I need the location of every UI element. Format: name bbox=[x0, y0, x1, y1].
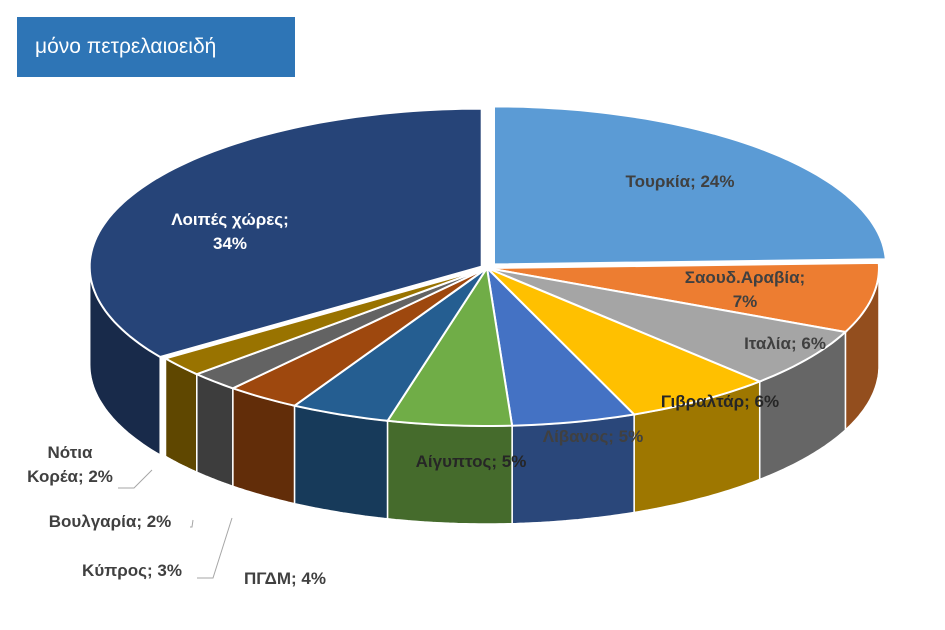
data-label-Σαουδ.Αραβία: Σαουδ.Αραβία; 7% bbox=[685, 268, 805, 311]
pie-slice-Τουρκία bbox=[493, 105, 887, 266]
data-label-Λοιπές χώρες: Λοιπές χώρες; 34% bbox=[171, 210, 289, 253]
pie-slice-Αίγυπτος bbox=[385, 265, 514, 427]
data-label-Ιταλία: Ιταλία; 6% bbox=[744, 334, 826, 353]
pie-slice-Γιβραλτάρ bbox=[486, 267, 763, 416]
data-label-Γιβραλτάρ: Γιβραλτάρ; 6% bbox=[661, 392, 779, 411]
pie-side-Αίγυπτος bbox=[386, 419, 513, 525]
pie-side-Νότια Κορέα bbox=[164, 357, 198, 474]
chart-title: μόνο πετρελαιοειδή bbox=[17, 17, 295, 77]
pie-side-Κύπρος bbox=[232, 387, 296, 505]
pie-slice-ΠΓΔΜ bbox=[292, 267, 488, 422]
leader-lines bbox=[118, 469, 233, 579]
leader-line-Νότια Κορέα bbox=[118, 469, 153, 489]
pie-side-Βουλγαρία bbox=[196, 373, 234, 488]
data-label-Λίβανος: Λίβανος; 5% bbox=[543, 427, 644, 446]
pie-slice-Λοιπές χώρες bbox=[88, 107, 483, 359]
pie-slice-Νότια Κορέα bbox=[162, 267, 488, 376]
pie-slice-Βουλγαρία bbox=[194, 267, 488, 390]
pie-side-ΠΓΔΜ bbox=[293, 404, 389, 520]
data-label-Νότια Κορέα: Νότια Κορέα; 2% bbox=[27, 443, 113, 486]
data-label-Κύπρος: Κύπρος; 3% bbox=[82, 561, 182, 580]
leader-line-Βουλγαρία bbox=[190, 519, 194, 528]
leader-line-Κύπρος bbox=[197, 517, 233, 579]
pie-slice-Λίβανος bbox=[485, 265, 637, 427]
data-label-ΠΓΔΜ: ΠΓΔΜ; 4% bbox=[244, 569, 326, 588]
pie-tops bbox=[88, 105, 887, 427]
data-labels: Τουρκία; 24% Σαουδ.Αραβία; 7% Ιταλία; 6% Γιβ… bbox=[27, 172, 826, 588]
pie-slice-Ιταλία bbox=[486, 267, 848, 383]
pie-slice-Σαουδ.Αραβία bbox=[486, 261, 881, 334]
data-label-Τουρκία: Τουρκία; 24% bbox=[626, 172, 735, 191]
data-label-Βουλγαρία: Βουλγαρία; 2% bbox=[49, 512, 172, 531]
pie-slice-Κύπρος bbox=[230, 267, 488, 407]
data-label-Αίγυπτος: Αίγυπτος; 5% bbox=[416, 452, 527, 471]
